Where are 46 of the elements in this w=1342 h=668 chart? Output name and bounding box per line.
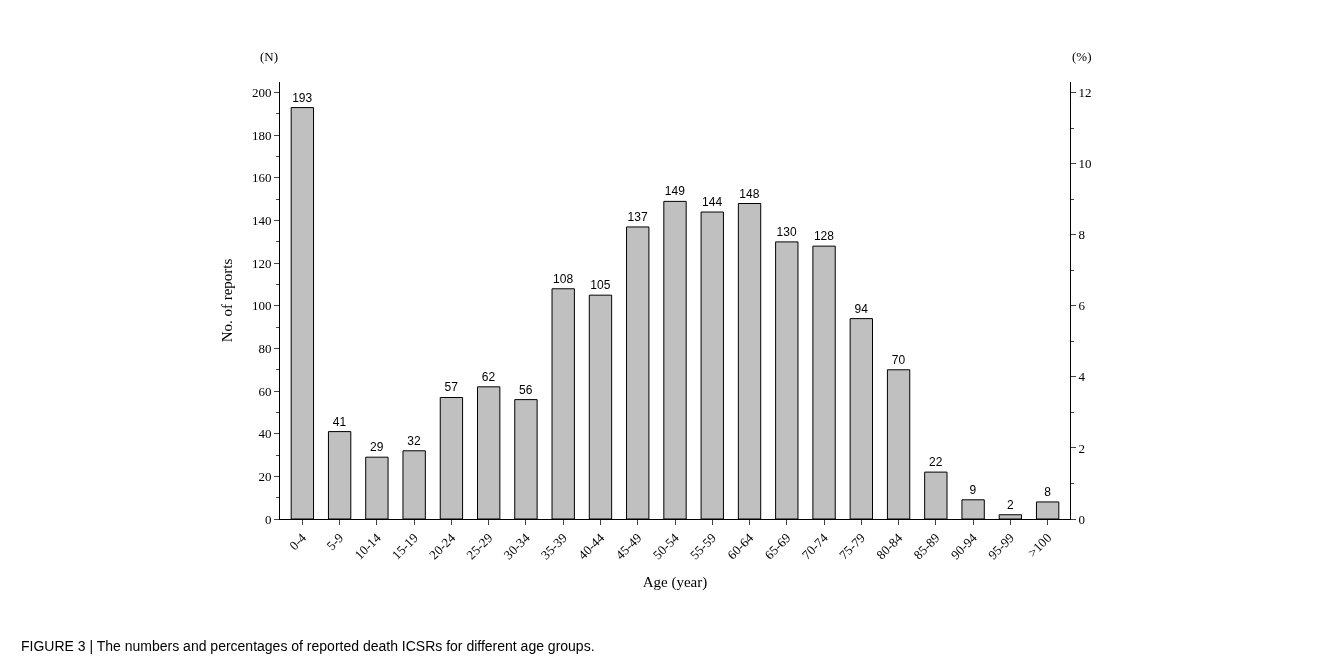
data-label: 128 xyxy=(813,229,835,244)
caption: FIGURE 3 | The numbers and percentages of reported death ICSRs for different age groups. xyxy=(21,638,595,654)
x-tick-label: 0-4 xyxy=(286,529,310,554)
y-tick-label: 120 xyxy=(251,255,272,271)
y2-tick-label: 0 xyxy=(1078,511,1086,527)
text: (N) xyxy=(260,49,279,64)
x-axis-title: Age (year) xyxy=(642,574,708,592)
data-label: 137 xyxy=(627,209,648,224)
data-label: 105 xyxy=(590,278,611,293)
y-tick-label: 180 xyxy=(251,127,272,143)
data-label: 41 xyxy=(332,414,347,429)
y-tick-label: 80 xyxy=(258,341,272,357)
y2-tick-label: 8 xyxy=(1078,227,1086,243)
y2-tick-label: 10 xyxy=(1078,156,1092,172)
y-tick-label: 140 xyxy=(251,213,272,229)
data-label: 62 xyxy=(481,369,496,384)
data-label: 148 xyxy=(739,186,760,201)
y-axis-title: No. of reports xyxy=(219,258,236,343)
y-tick-label: 200 xyxy=(251,85,272,101)
y2-tick-label: 2 xyxy=(1078,440,1086,456)
y-tick-label: 0 xyxy=(264,511,272,527)
y-tick-label: 100 xyxy=(251,298,272,314)
data-label: 130 xyxy=(776,224,797,239)
data-label: 9 xyxy=(969,482,977,497)
data-label: 108 xyxy=(553,271,574,286)
y2-tick-label: 12 xyxy=(1078,85,1092,101)
y-tick-label: 20 xyxy=(258,468,272,484)
data-label: 144 xyxy=(702,195,723,210)
data-label: 29 xyxy=(370,440,384,455)
data-label: 149 xyxy=(664,184,686,199)
y-tick-label: 40 xyxy=(258,426,272,442)
data-label: 70 xyxy=(891,352,906,367)
data-label: 193 xyxy=(292,90,313,105)
data-label: 94 xyxy=(854,301,869,316)
data-label: 32 xyxy=(407,433,421,448)
y2-axis-title: (%) xyxy=(1072,49,1092,64)
y-tick-label: 160 xyxy=(251,170,272,186)
data-label: 22 xyxy=(929,455,943,470)
data-label: 2 xyxy=(1006,497,1014,512)
y2-tick-label: 6 xyxy=(1078,298,1086,314)
data-label: 56 xyxy=(519,382,533,397)
y-tick-label: 60 xyxy=(258,383,272,399)
data-label: 57 xyxy=(444,380,459,395)
data-label: 8 xyxy=(1044,484,1052,499)
y2-tick-label: 4 xyxy=(1078,369,1086,385)
x-tick-label: 5-9 xyxy=(323,530,347,554)
